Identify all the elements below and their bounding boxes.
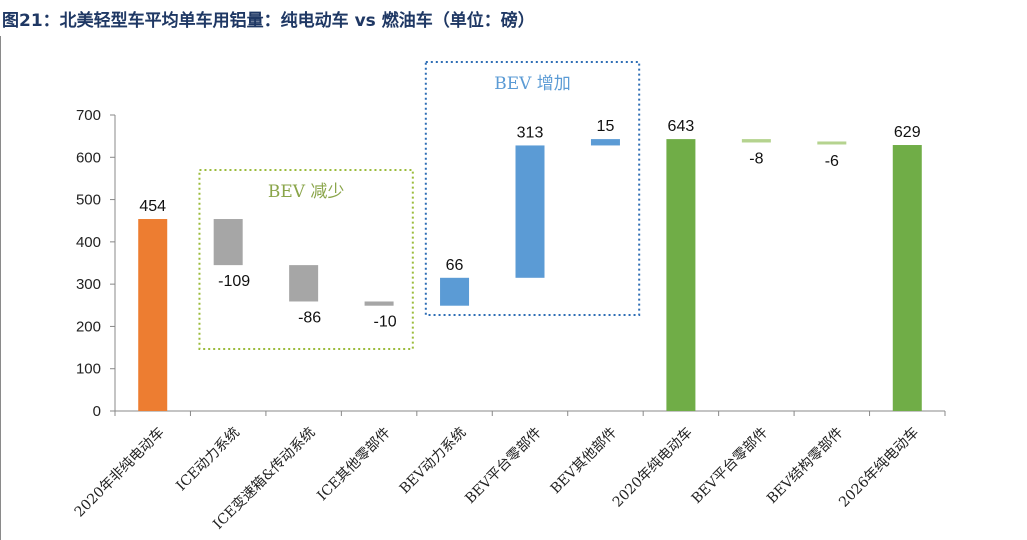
x-category-label: ICE动力系统 [173, 425, 243, 495]
x-category-label: 2026年纯电动车 [835, 424, 922, 511]
x-category-label: BEV结构零部件 [764, 425, 846, 507]
bar [515, 145, 545, 278]
bar-value-label: -109 [218, 273, 250, 290]
y-tick-label: 300 [76, 276, 101, 293]
chart-title: 图21：北美轻型车平均单车用铝量：纯电动车 vs 燃油车（单位：磅） [2, 11, 535, 31]
bar [138, 219, 168, 411]
y-tick-label: 200 [76, 318, 101, 335]
bar-value-label: -10 [374, 314, 397, 331]
bar-value-label: 643 [668, 118, 695, 135]
bar [892, 145, 922, 411]
x-category-label: BEV平台零部件 [689, 425, 771, 507]
group-box [198, 169, 414, 350]
bar-value-label: 629 [894, 124, 921, 141]
bar [741, 139, 771, 143]
y-tick-label: 100 [76, 361, 101, 378]
group-box-label: BEV 减少 [268, 182, 345, 202]
x-category-label: 2020年纯电动车 [609, 424, 696, 511]
y-tick-label: 400 [76, 234, 101, 251]
y-tick-label: 0 [93, 403, 101, 420]
group-box [424, 61, 641, 316]
y-tick-label: 500 [76, 192, 101, 209]
bar [590, 139, 620, 146]
x-category-label: ICE其他零部件 [314, 425, 394, 505]
x-category-label: BEV其他部件 [548, 425, 621, 498]
bar [364, 301, 394, 306]
bar-value-label: 454 [139, 198, 166, 215]
x-category-label: BEV动力系统 [397, 425, 470, 498]
y-tick-label: 600 [76, 149, 101, 166]
bar-value-label: -86 [298, 309, 321, 326]
bar-value-label: 66 [446, 257, 464, 274]
bar-value-label: 313 [517, 124, 544, 141]
bar [213, 219, 243, 266]
bar-value-label: -6 [825, 153, 839, 170]
bar [440, 277, 470, 306]
x-category-label: BEV平台零部件 [462, 425, 544, 507]
x-category-label: 2020年非纯电动车 [71, 424, 168, 521]
left-border-line [0, 36, 1, 540]
bar [666, 139, 696, 412]
bar [817, 141, 847, 145]
bar-value-label: 15 [597, 118, 615, 135]
bar-value-label: -8 [749, 150, 763, 167]
group-box-label: BEV 增加 [494, 74, 571, 94]
bar [289, 265, 319, 302]
y-tick-label: 700 [76, 107, 101, 124]
